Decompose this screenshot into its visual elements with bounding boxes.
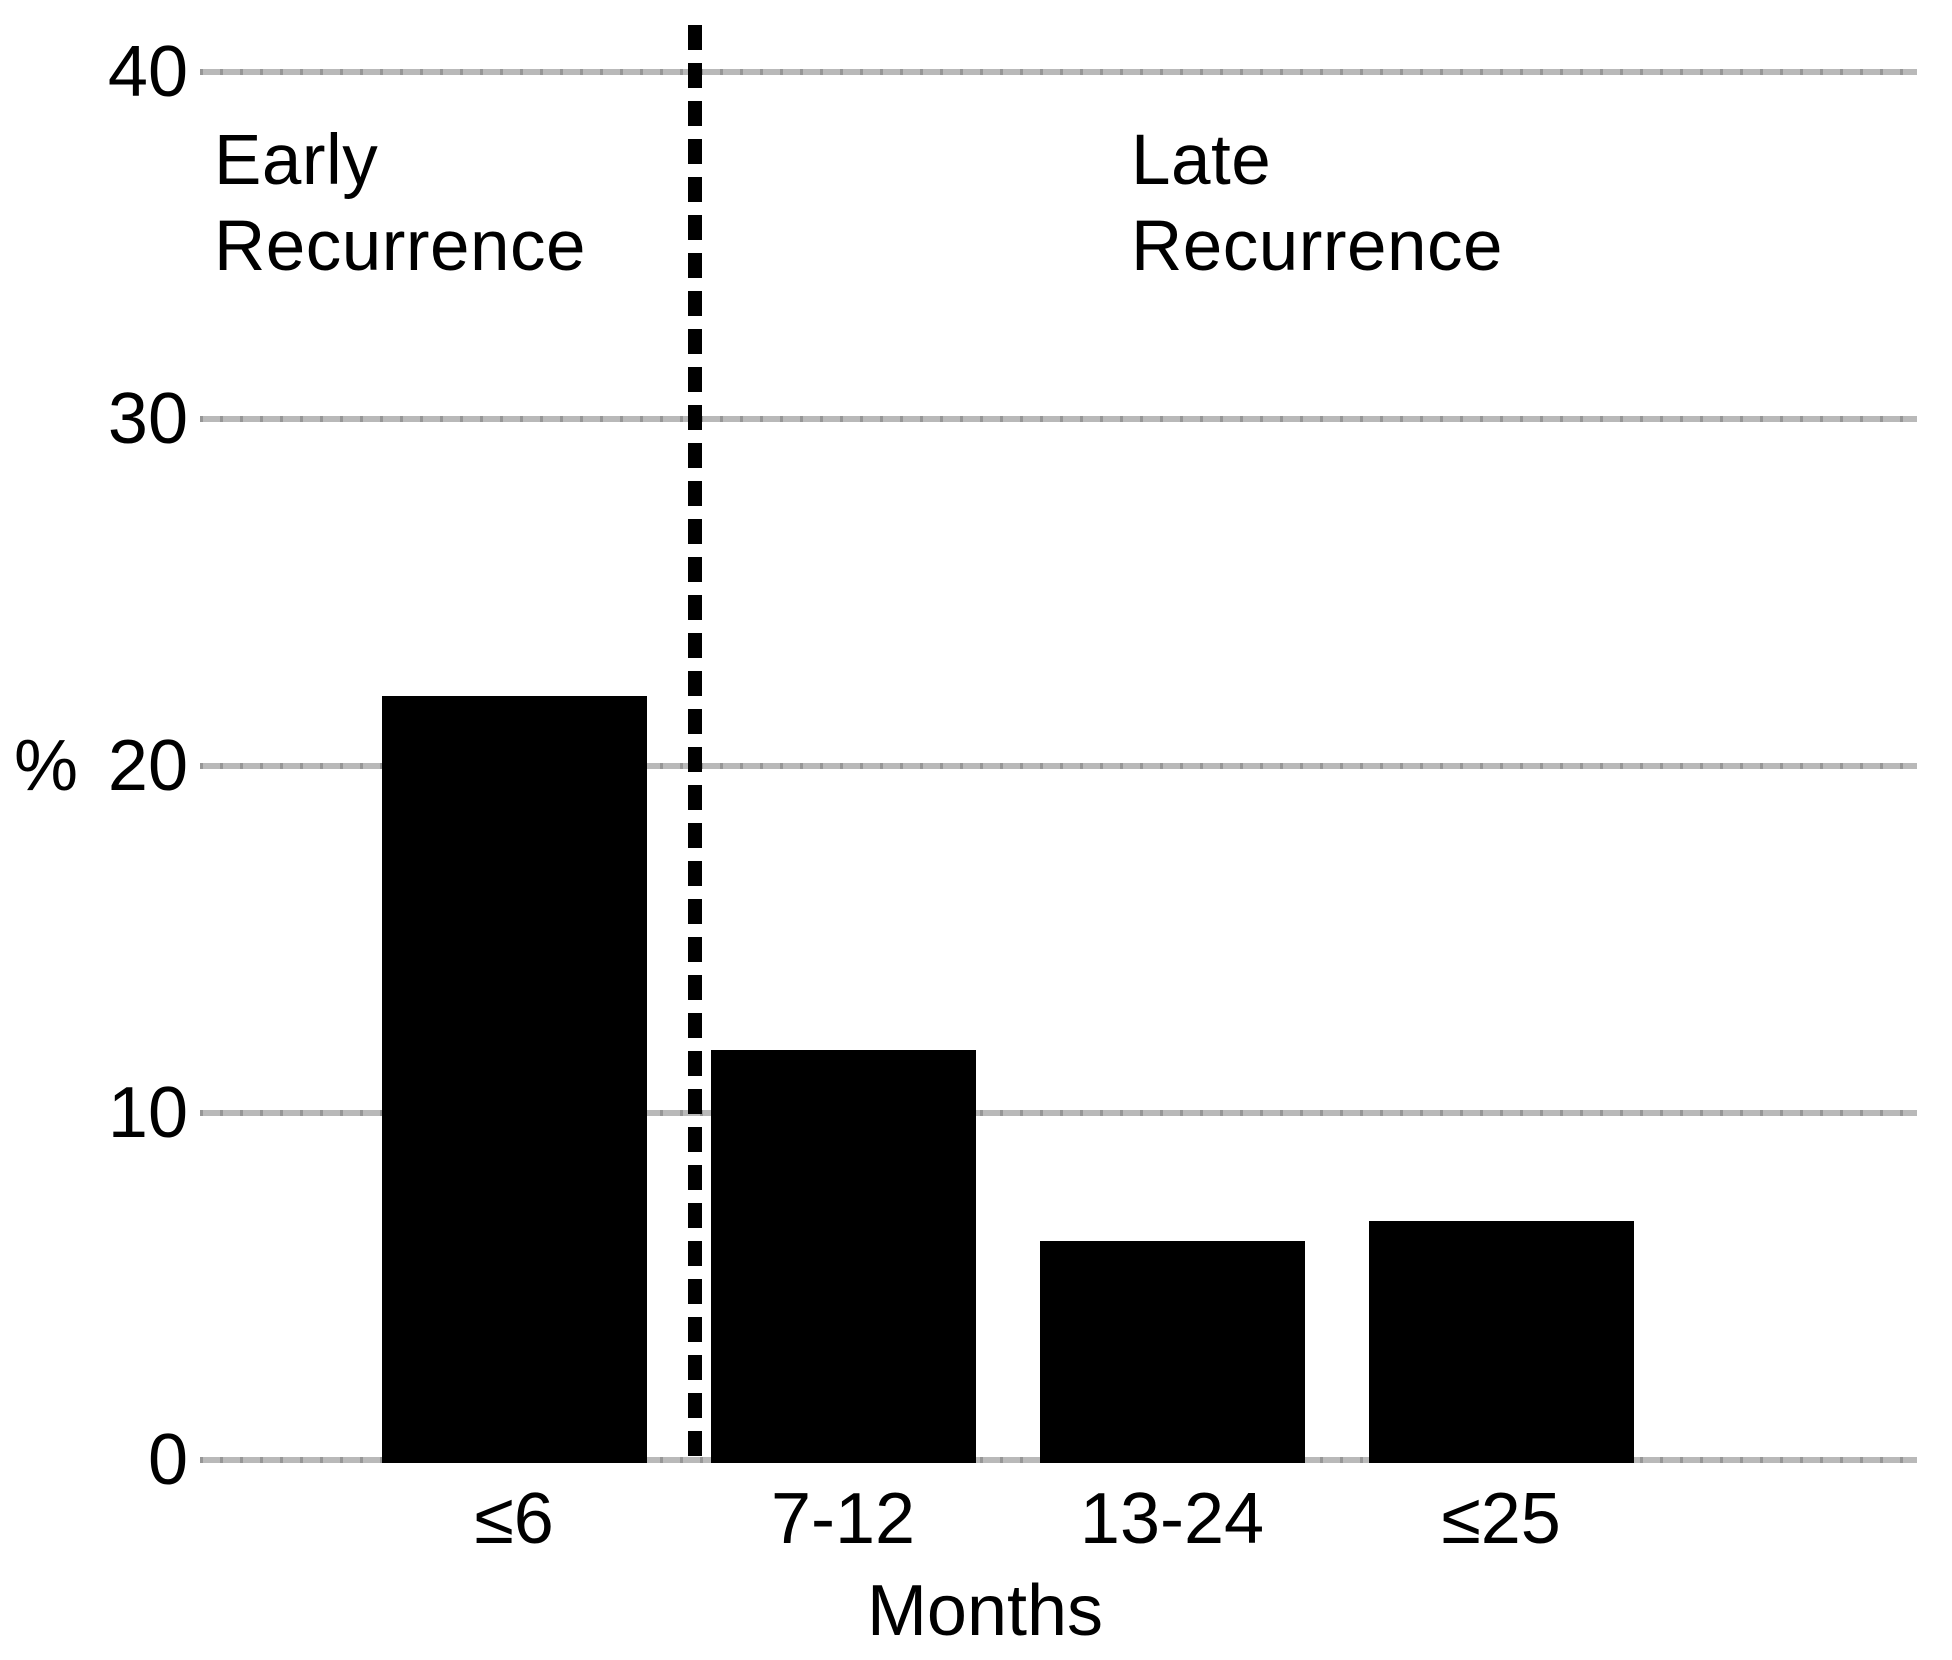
gridline-10 (200, 1109, 1917, 1116)
gridline-30 (200, 415, 1917, 422)
bar-7-12 (710, 1050, 976, 1463)
gridline-20 (200, 762, 1917, 769)
y-tick-label-0: 0 (147, 1420, 188, 1500)
bar-13-24 (1039, 1241, 1305, 1463)
y-tick-label-30: 30 (107, 378, 188, 459)
bar-≤6 (381, 696, 647, 1463)
y-tick-label-20: 20 (107, 725, 188, 806)
x-tick-label-13-24: 13-24 (1079, 1479, 1265, 1559)
y-tick-label-40: 40 (107, 31, 188, 112)
gridline-40 (200, 68, 1917, 75)
x-tick-label-≤25: ≤25 (1441, 1479, 1561, 1559)
y-axis-label-percent: % (14, 726, 79, 806)
y-tick-label-10: 10 (107, 1072, 188, 1153)
x-tick-label-≤6: ≤6 (474, 1479, 554, 1559)
region-label-late-recurrence: Late Recurrence (1131, 121, 1503, 286)
x-axis-label-months: Months (866, 1571, 1104, 1651)
region-label-early-recurrence: Early Recurrence (214, 121, 586, 286)
early-late-divider-dashed-line (688, 25, 702, 1460)
bar-≤25 (1368, 1220, 1634, 1463)
x-tick-label-7-12: 7-12 (770, 1479, 916, 1559)
